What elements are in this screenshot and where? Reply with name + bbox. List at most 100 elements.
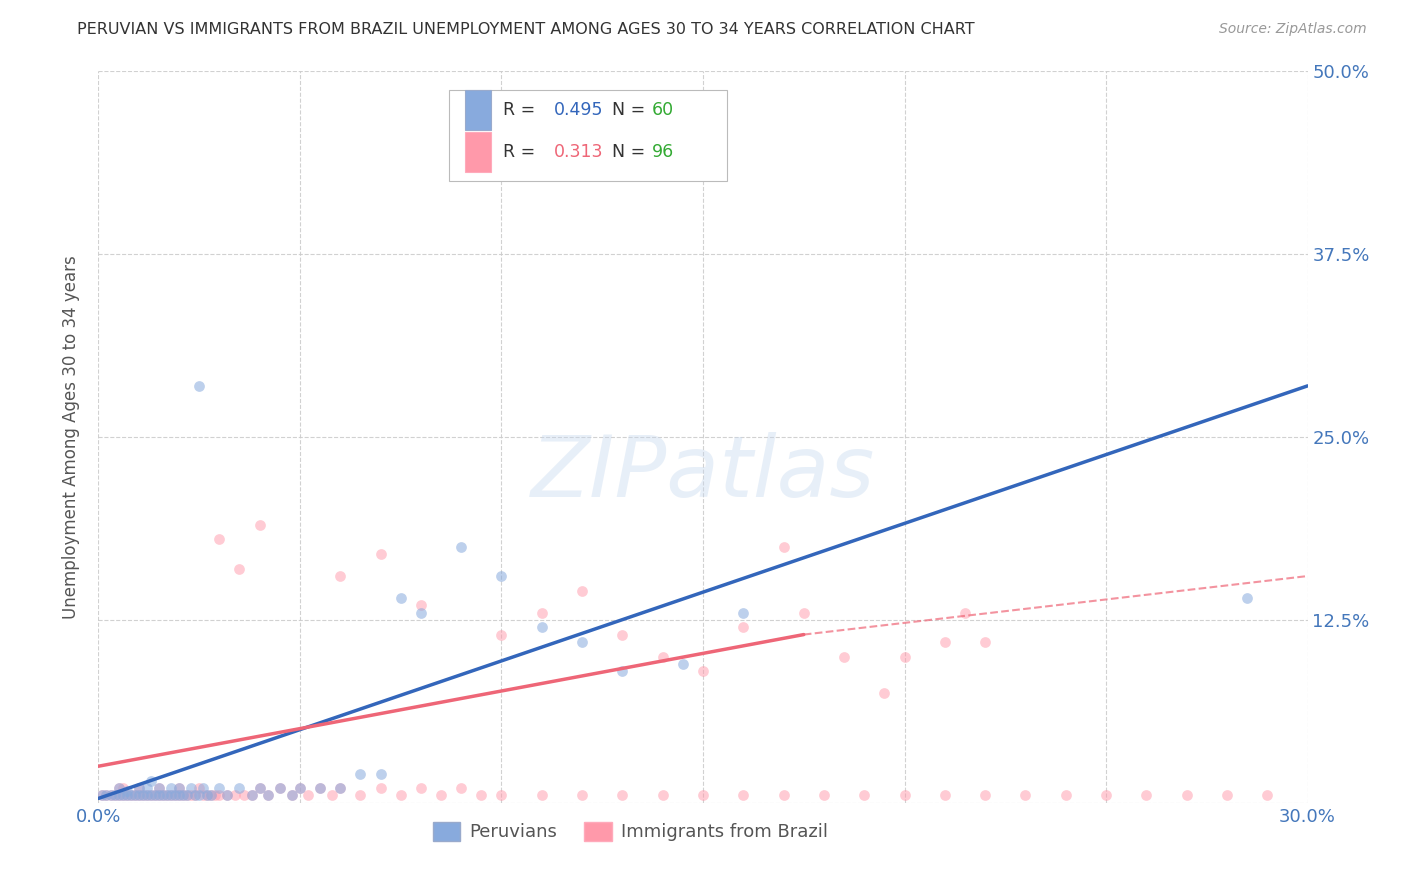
Point (269, 781, 291, 796)
Point (217, 789, 239, 803)
Point (309, 781, 332, 796)
Point (772, 540, 794, 554)
Text: 96: 96 (652, 143, 675, 161)
Point (288, 781, 311, 796)
Legend: Peruvians, Immigrants from Brazil: Peruvians, Immigrants from Brazil (426, 814, 835, 848)
Point (139, 789, 162, 803)
Point (115, 784, 138, 798)
Point (450, 540, 472, 554)
Point (651, 649, 673, 664)
Point (1175, 789, 1198, 803)
Point (100, 789, 122, 803)
Point (188, 789, 211, 803)
Point (612, 627, 634, 641)
Point (409, 606, 432, 620)
Point (208, 533, 231, 547)
Point (115, 789, 138, 803)
Point (329, 781, 352, 796)
Point (1256, 789, 1278, 803)
Point (329, 569, 352, 583)
Point (120, 789, 142, 803)
Point (128, 781, 150, 796)
Point (612, 664, 634, 678)
Point (733, 789, 755, 803)
Point (571, 789, 593, 803)
Text: R =: R = (503, 101, 541, 119)
Point (135, 781, 157, 796)
Point (409, 781, 432, 796)
Point (184, 789, 207, 803)
Point (530, 620, 553, 634)
Point (1236, 591, 1258, 605)
Point (430, 789, 453, 803)
Point (148, 781, 170, 796)
Point (672, 657, 695, 671)
Point (240, 789, 263, 803)
Point (135, 789, 157, 803)
Point (232, 789, 254, 803)
Point (256, 789, 278, 803)
Point (152, 789, 174, 803)
Point (176, 789, 198, 803)
Point (530, 606, 553, 620)
Point (103, 789, 125, 803)
Point (100, 789, 122, 803)
Point (128, 789, 150, 803)
Point (934, 635, 956, 649)
Point (172, 789, 194, 803)
Point (692, 664, 714, 678)
Point (96, 789, 118, 803)
Point (208, 789, 231, 803)
Point (204, 789, 226, 803)
Point (1216, 789, 1239, 803)
Point (370, 766, 392, 780)
Text: N =: N = (613, 101, 651, 119)
FancyBboxPatch shape (465, 90, 492, 130)
Text: N =: N = (613, 143, 651, 161)
Point (974, 789, 997, 803)
Point (156, 789, 179, 803)
Point (692, 789, 714, 803)
Point (571, 583, 593, 598)
Point (224, 789, 246, 803)
Point (167, 789, 190, 803)
Point (111, 789, 134, 803)
Point (269, 781, 291, 796)
Point (167, 781, 190, 796)
Point (128, 789, 150, 803)
Point (143, 789, 166, 803)
Point (107, 789, 129, 803)
Point (217, 789, 239, 803)
Text: 0.495: 0.495 (554, 101, 603, 119)
Point (172, 789, 194, 803)
Point (349, 789, 371, 803)
Text: Source: ZipAtlas.com: Source: ZipAtlas.com (1219, 22, 1367, 37)
Point (953, 606, 976, 620)
Point (124, 789, 146, 803)
Text: ZIPatlas: ZIPatlas (531, 432, 875, 516)
Point (1135, 789, 1157, 803)
Point (281, 789, 304, 803)
Point (163, 789, 186, 803)
Point (772, 789, 794, 803)
Point (530, 789, 553, 803)
Point (1014, 789, 1036, 803)
Point (1095, 789, 1118, 803)
Point (128, 781, 150, 796)
Point (470, 789, 492, 803)
Point (288, 781, 311, 796)
Point (124, 789, 146, 803)
Point (152, 789, 174, 803)
Point (249, 781, 271, 796)
Point (156, 789, 179, 803)
Point (132, 789, 155, 803)
Point (184, 789, 207, 803)
Point (188, 781, 211, 796)
Point (176, 789, 198, 803)
Point (135, 789, 157, 803)
Point (321, 789, 343, 803)
Text: PERUVIAN VS IMMIGRANTS FROM BRAZIL UNEMPLOYMENT AMONG AGES 30 TO 34 YEARS CORREL: PERUVIAN VS IMMIGRANTS FROM BRAZIL UNEMP… (77, 22, 974, 37)
Point (195, 789, 218, 803)
Point (228, 781, 250, 796)
Point (143, 789, 166, 803)
